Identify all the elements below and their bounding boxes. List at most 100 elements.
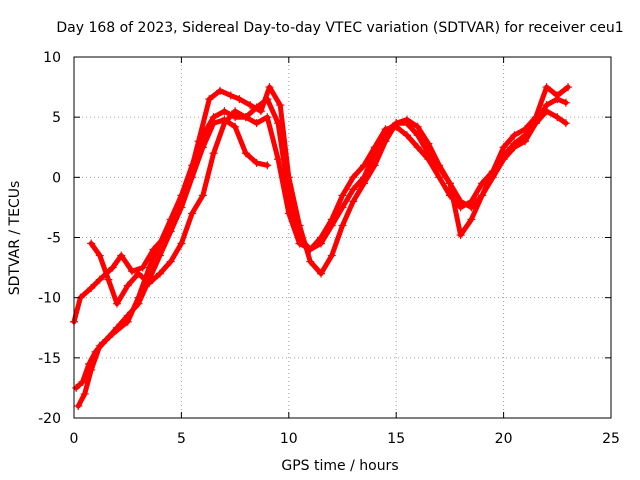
data-point [91, 347, 100, 356]
series-track-3 [70, 83, 573, 326]
data-point [112, 299, 121, 308]
data-point [542, 107, 551, 116]
data-point [87, 284, 96, 293]
data-point [246, 101, 255, 110]
data-point [209, 119, 218, 128]
data-point [456, 203, 465, 212]
data-series [70, 83, 573, 410]
data-point [359, 161, 368, 170]
data-point [134, 299, 143, 308]
data-point [531, 119, 540, 128]
data-point [85, 359, 94, 368]
data-point [166, 257, 175, 266]
data-point [216, 86, 225, 95]
x-tick-label: 10 [280, 431, 298, 447]
data-point [381, 125, 390, 134]
series-trace [71, 84, 571, 325]
data-point [295, 221, 304, 230]
data-point [74, 401, 83, 410]
data-point [284, 209, 293, 218]
data-point [338, 221, 347, 230]
data-point [424, 155, 433, 164]
data-point [456, 231, 465, 240]
data-point [424, 139, 433, 148]
data-point [317, 269, 326, 278]
axis-ticks: 0 5 10 15 20 25 -20 -15 -10 -5 0 5 10 [38, 50, 620, 447]
data-point [198, 191, 207, 200]
y-tick-label: -5 [47, 231, 61, 247]
data-point [72, 383, 81, 392]
data-point [499, 151, 508, 160]
data-point [256, 107, 265, 116]
data-point [542, 83, 551, 92]
data-point [370, 161, 379, 170]
series-track-2 [72, 115, 272, 392]
data-point [349, 197, 358, 206]
data-point [138, 263, 147, 272]
data-point [338, 191, 347, 200]
data-point [220, 119, 229, 128]
data-point [435, 173, 444, 182]
data-point [521, 131, 530, 140]
x-tick-label: 25 [602, 431, 620, 447]
data-point [349, 173, 358, 182]
data-point [478, 179, 487, 188]
grid [74, 57, 611, 418]
y-tick-label: 5 [52, 110, 61, 126]
y-tick-label: -15 [38, 351, 61, 367]
data-point [235, 95, 244, 104]
data-point [445, 179, 454, 188]
data-point [241, 149, 250, 158]
series-track-4 [87, 107, 570, 308]
data-point [205, 95, 214, 104]
data-point [241, 113, 250, 122]
x-tick-label: 5 [177, 431, 186, 447]
data-point [263, 161, 272, 170]
data-point [231, 107, 240, 116]
data-point [123, 281, 132, 290]
data-point [173, 209, 182, 218]
y-tick-label: 0 [52, 170, 61, 186]
data-point [95, 251, 104, 260]
data-point [488, 167, 497, 176]
y-tick-label: 10 [43, 50, 61, 66]
data-point [327, 215, 336, 224]
x-tick-label: 0 [70, 431, 79, 447]
data-point [102, 335, 111, 344]
data-point [117, 251, 126, 260]
data-point [284, 173, 293, 182]
data-point [413, 122, 422, 131]
data-point [123, 311, 132, 320]
data-point [188, 209, 197, 218]
data-point [145, 279, 154, 288]
data-point [435, 161, 444, 170]
data-point [561, 98, 570, 107]
data-point [402, 115, 411, 124]
data-point [155, 269, 164, 278]
data-point [220, 107, 229, 116]
data-point [413, 143, 422, 152]
data-point [177, 239, 186, 248]
x-tick-label: 20 [495, 431, 513, 447]
data-point [108, 263, 117, 272]
data-point [78, 377, 87, 386]
series-trace [73, 117, 270, 391]
data-point [553, 113, 562, 122]
x-tick-label: 15 [387, 431, 405, 447]
data-point [87, 239, 96, 248]
y-axis-label: SDTVAR / TECUs [7, 181, 23, 296]
data-point [194, 137, 203, 146]
data-point [265, 83, 274, 92]
data-point [359, 179, 368, 188]
data-point [252, 158, 261, 167]
data-point [209, 149, 218, 158]
data-point [510, 139, 519, 148]
data-point [402, 131, 411, 140]
data-point [80, 389, 89, 398]
data-point [252, 119, 261, 128]
data-point [381, 137, 390, 146]
y-tick-label: -20 [38, 411, 61, 427]
data-point [561, 119, 570, 128]
data-point [231, 122, 240, 131]
